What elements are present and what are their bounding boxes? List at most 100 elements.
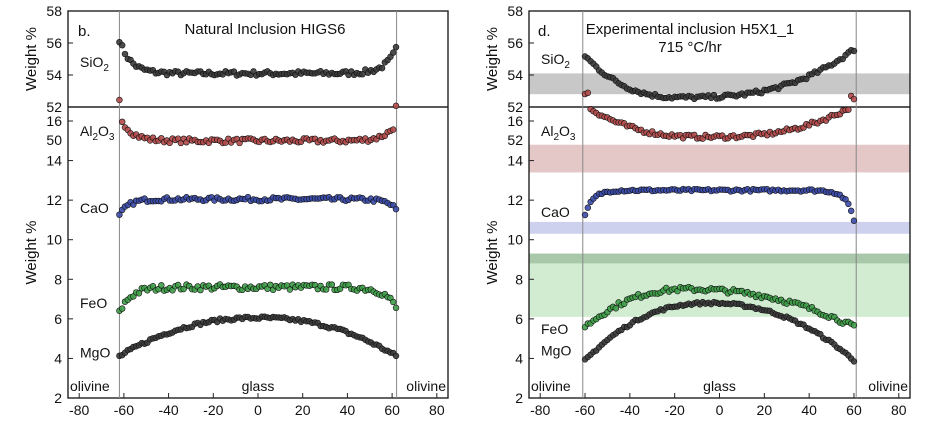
y-tick-label: 54 (507, 67, 523, 83)
data-point (845, 106, 852, 113)
y-tick-label: 6 (515, 311, 523, 327)
data-point (850, 358, 858, 365)
data-point (197, 286, 204, 294)
series-sio2 (116, 38, 400, 79)
x-tick-label: 40 (340, 402, 356, 418)
data-point (158, 282, 165, 289)
x-tick-label: 40 (801, 402, 817, 418)
data-point (392, 43, 400, 51)
x-tick-label: -60 (575, 402, 595, 418)
data-point (390, 49, 397, 56)
y-tick-label: 6 (54, 311, 62, 327)
zone-label-olivine-left: olivine (70, 378, 110, 394)
y-tick-label: 16 (46, 113, 62, 129)
x-tick-label: -60 (114, 402, 134, 418)
series-cao (116, 193, 400, 218)
y-tick-label: 52 (46, 99, 62, 115)
x-tick-label: -40 (620, 402, 640, 418)
zone-label-olivine-right: olivine (406, 378, 446, 394)
x-tick-label: 60 (384, 402, 400, 418)
series-cao (581, 185, 858, 224)
data-point (612, 305, 620, 312)
series-mgo (581, 298, 858, 365)
zone-label-glass: glass (703, 378, 736, 394)
y-tick-label: 10 (46, 232, 62, 248)
zone-label-olivine-left: olivine (531, 378, 571, 394)
x-tick-label: 60 (846, 402, 862, 418)
data-point (116, 211, 123, 218)
data-point (392, 102, 400, 110)
data-point (392, 352, 400, 360)
x-tick-label: -20 (665, 402, 685, 418)
series-sio2 (581, 46, 858, 103)
data-point (116, 96, 123, 104)
y-tick-label: 58 (507, 3, 523, 19)
y-axis-label-bottom: Weight % (23, 221, 40, 285)
data-point (581, 211, 589, 219)
zone-label-glass: glass (242, 378, 275, 394)
series-label: SiO2 (541, 51, 570, 71)
y-tick-label: 2 (515, 390, 523, 406)
reference-band (529, 144, 910, 173)
series-label: MgO (80, 344, 110, 360)
data-point (584, 204, 592, 211)
y-tick-label: 58 (46, 3, 62, 19)
series-label: CaO (80, 200, 109, 216)
data-point (119, 305, 126, 312)
series-label: Al2O3 (80, 123, 115, 143)
series-label: CaO (541, 204, 570, 220)
y-tick-label: 2 (54, 390, 62, 406)
y-tick-label: 52 (507, 132, 523, 148)
data-point (392, 205, 400, 213)
series-feo (116, 281, 400, 314)
x-tick-label: -20 (203, 402, 223, 418)
panel-title: Experimental inclusion H5X1_1 (586, 21, 794, 38)
y-tick-label: 10 (507, 232, 523, 248)
y-tick-label: 50 (46, 132, 62, 148)
x-tick-label: 20 (295, 402, 311, 418)
data-point (803, 75, 810, 83)
series-al2o3 (581, 89, 858, 142)
series-label: MgO (541, 343, 571, 359)
y-axis-label-bottom: Weight % (484, 221, 501, 285)
y-tick-label: 14 (46, 153, 62, 169)
data-point (584, 89, 592, 97)
data-point (328, 281, 335, 288)
panel-title: Natural Inclusion HIGS6 (185, 21, 346, 38)
panel-title: 715 °C/hr (658, 39, 722, 56)
data-point (121, 50, 129, 58)
y-tick-label: 14 (507, 153, 523, 169)
y-tick-label: 56 (507, 35, 523, 51)
x-tick-label: -40 (158, 402, 178, 418)
x-tick-label: -80 (69, 402, 89, 418)
data-point (850, 95, 858, 103)
data-point (119, 118, 126, 126)
data-point (847, 207, 855, 215)
y-tick-label: 56 (46, 35, 62, 51)
data-point (850, 322, 858, 329)
y-axis-label-top: Weight % (23, 27, 40, 91)
series-label: Al2O3 (541, 123, 576, 143)
data-point (390, 298, 397, 306)
y-tick-label: 4 (54, 350, 62, 366)
series-feo (581, 283, 858, 331)
data-point (390, 126, 397, 133)
data-point (845, 200, 852, 208)
y-axis-label-top: Weight % (484, 27, 501, 91)
y-tick-label: 12 (507, 192, 523, 208)
data-point (135, 290, 143, 297)
zone-label-olivine-right: olivine (868, 378, 908, 394)
data-point (850, 47, 858, 55)
plot-frame (528, 10, 911, 399)
series-label: FeO (541, 321, 568, 337)
data-point (378, 64, 386, 72)
reference-band (529, 221, 910, 234)
panel-letter: d. (538, 23, 551, 40)
y-tick-label: 4 (515, 350, 523, 366)
series-al2o3 (116, 96, 400, 147)
series-mgo (116, 313, 400, 360)
x-tick-label: -80 (530, 402, 550, 418)
y-tick-label: 54 (46, 67, 62, 83)
data-point (119, 42, 126, 49)
